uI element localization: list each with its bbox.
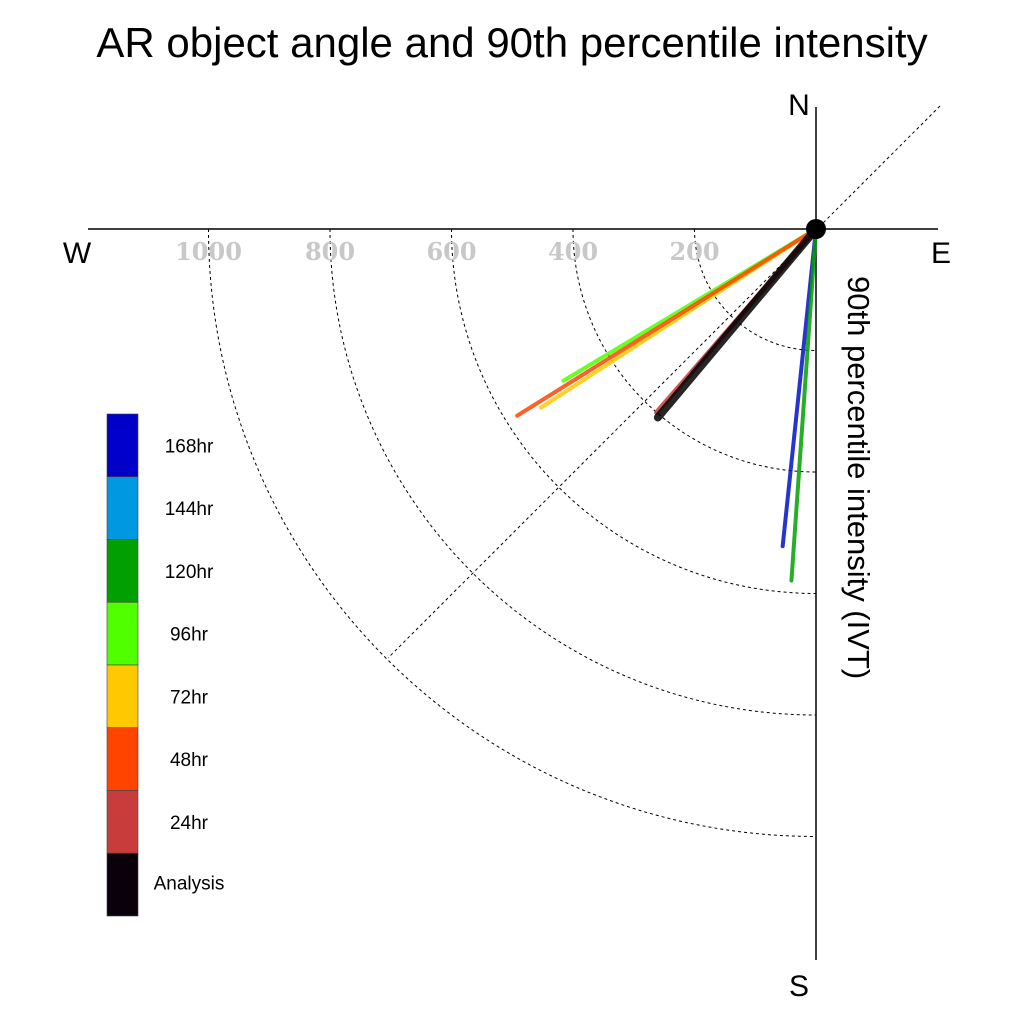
legend-label: Analysis [154, 874, 225, 895]
east-label: E [931, 237, 951, 270]
legend-label: 168hr [165, 436, 214, 457]
legend-label: 24hr [170, 813, 209, 834]
series-vectors [515, 225, 820, 583]
radial-tick-label: 600 [426, 237, 476, 266]
radial-tick-label: 1000 [175, 237, 242, 266]
legend: 168hr 144hr 120hr 96hr 72hr 48hr 24hr Analysis [106, 413, 225, 917]
legend-label: 72hr [170, 687, 209, 708]
legend-swatch [106, 727, 139, 791]
vector-120hr [789, 227, 818, 583]
legend-swatch [106, 413, 139, 478]
diagonal-reference-line [387, 105, 941, 659]
legend-swatch [106, 539, 139, 603]
origin-point [806, 219, 826, 239]
chart-title: AR object angle and 90th percentile inte… [96, 19, 927, 66]
legend-swatch [106, 790, 139, 854]
vector-48hr [515, 227, 818, 418]
vector-analysis [653, 225, 820, 422]
legend-label: 96hr [170, 625, 209, 646]
north-label: N [788, 89, 810, 122]
south-label: S [789, 970, 809, 1003]
y-axis-label: 90th percentile intensity (IVT) [841, 276, 876, 679]
grid-arc-600 [451, 228, 817, 594]
radial-tick-labels: 200 400 600 800 1000 [175, 237, 719, 266]
grid-arc-1000 [208, 228, 817, 837]
grid-arc-800 [329, 228, 817, 716]
west-label: W [63, 237, 92, 270]
grid-arc-200 [694, 228, 817, 351]
radial-tick-label: 200 [669, 237, 719, 266]
radial-tick-label: 800 [305, 237, 355, 266]
legend-label: 144hr [165, 499, 214, 520]
legend-label: 48hr [170, 750, 209, 771]
legend-swatch [106, 852, 139, 917]
legend-label: 120hr [165, 562, 214, 583]
legend-swatch [106, 664, 139, 729]
radial-grid [208, 228, 817, 837]
legend-swatch [106, 601, 139, 666]
grid-arc-400 [572, 228, 817, 473]
radial-tick-label: 400 [548, 237, 598, 266]
legend-swatch [106, 476, 139, 540]
